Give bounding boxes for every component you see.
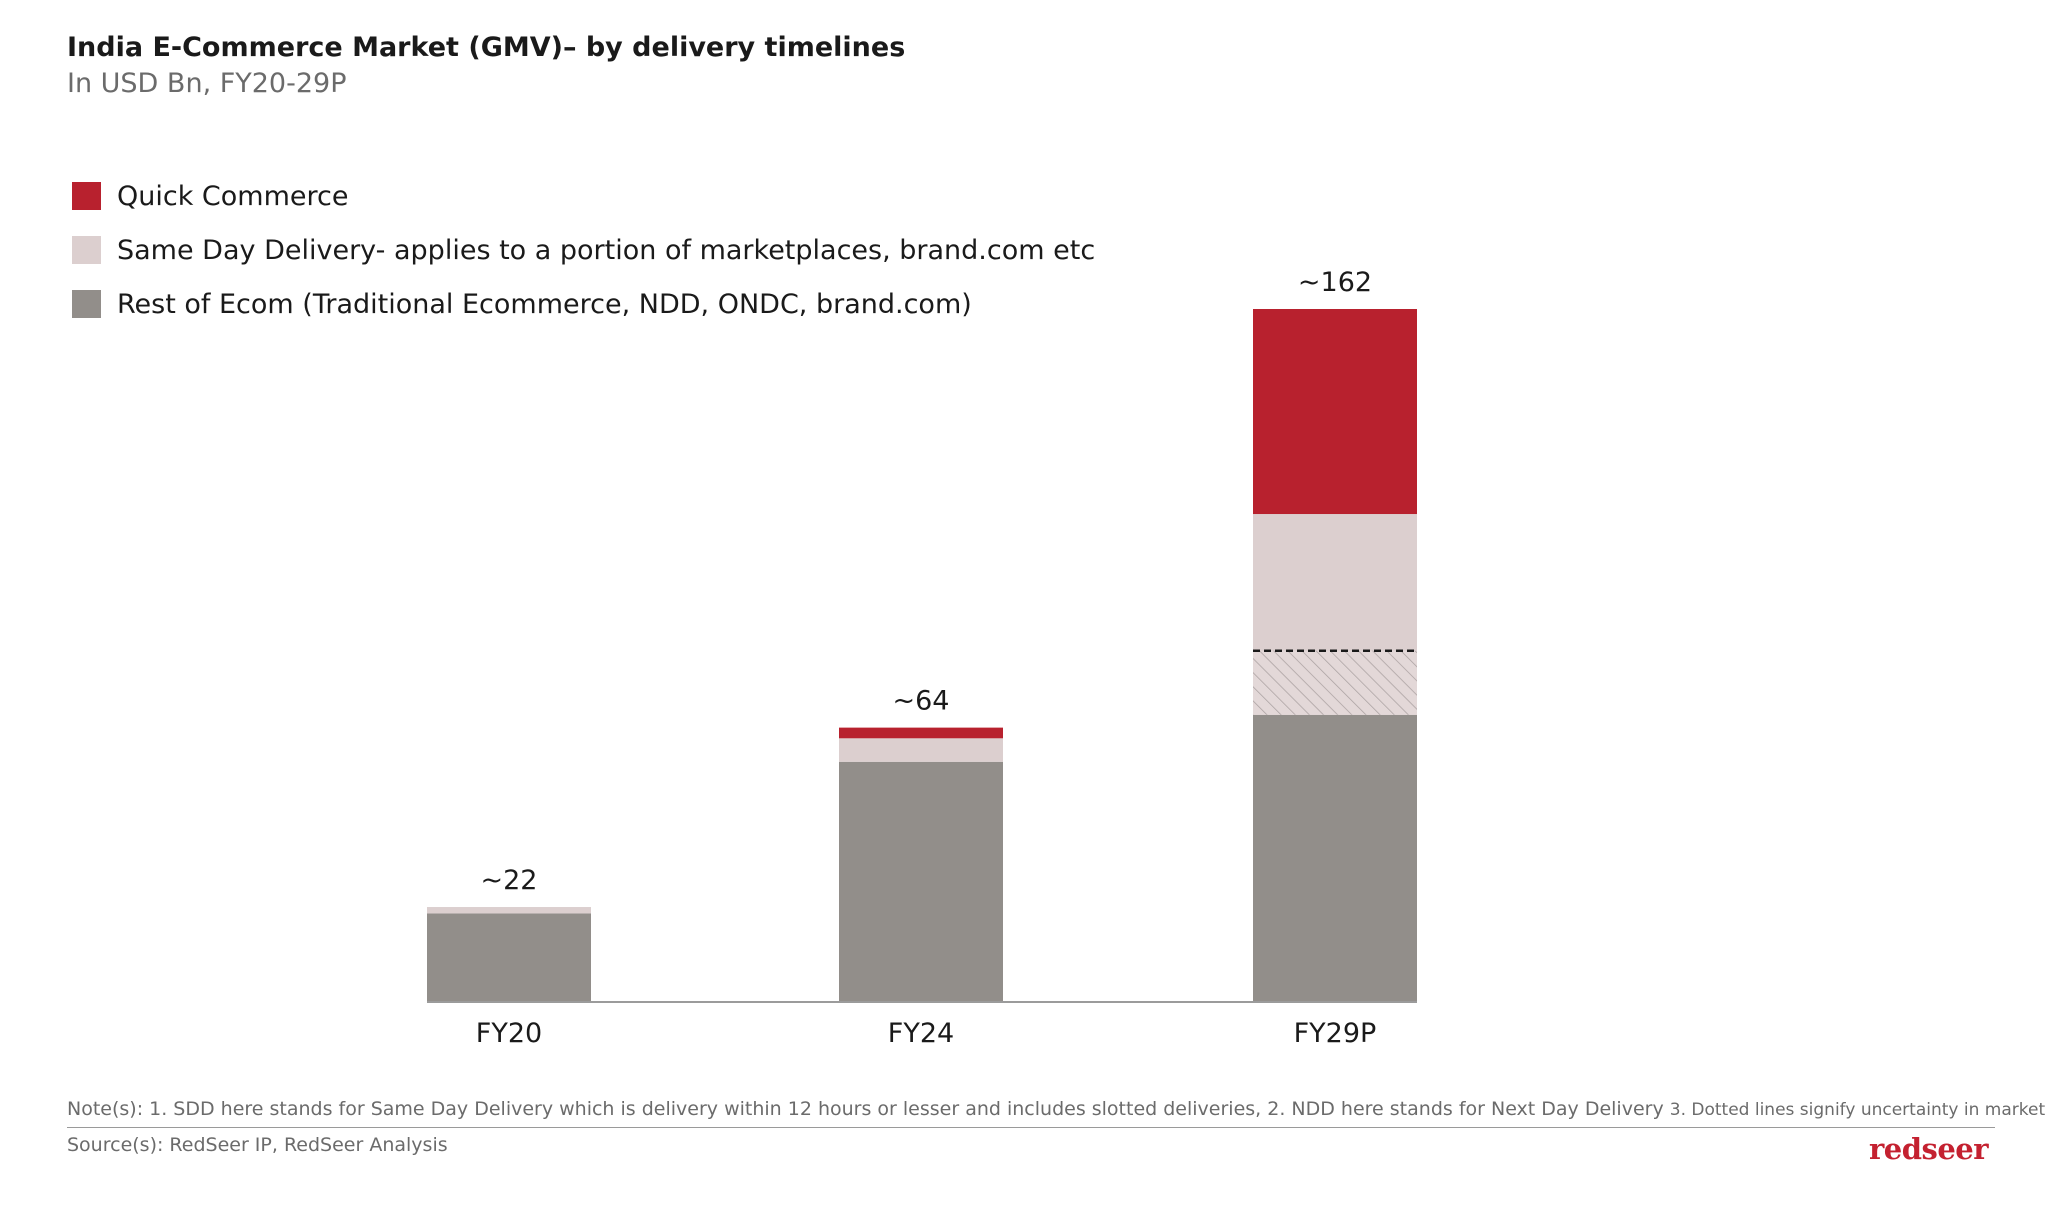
legend-swatch-rest-of-ecom — [72, 290, 101, 318]
chart-title: India E-Commerce Market (GMV)– by delive… — [67, 32, 906, 63]
bar-fy24-seg-2 — [839, 727, 1003, 739]
redseer-logo: redseer — [1868, 1132, 1989, 1166]
x-tick-fy29p: FY29P — [1294, 1018, 1377, 1049]
legend-label-same-day-delivery: Same Day Delivery- applies to a portion … — [117, 234, 1096, 266]
legend-item-rest-of-ecom: Rest of Ecom (Traditional Ecommerce, NDD… — [72, 288, 1095, 320]
bar-fy24-seg-1 — [839, 738, 1003, 762]
source-text: Source(s): RedSeer IP, RedSeer Analysis — [67, 1134, 448, 1156]
footnote-main: Note(s): 1. SDD here stands for Same Day… — [67, 1098, 1664, 1120]
legend-item-quick-commerce: Quick Commerce — [72, 180, 1095, 212]
bar-fy20-seg-0 — [427, 913, 591, 1001]
bar-fy20-seg-1 — [427, 907, 591, 914]
legend-swatch-same-day-delivery — [72, 236, 101, 264]
legend: Quick Commerce Same Day Delivery- applie… — [72, 180, 1096, 344]
bar-fy29p-seg-2 — [1253, 309, 1417, 515]
total-label-fy29p: ~162 — [1298, 267, 1372, 298]
chart-subtitle: In USD Bn, FY20-29P — [67, 68, 347, 99]
legend-label-quick-commerce: Quick Commerce — [117, 180, 349, 212]
x-tick-fy20: FY20 — [476, 1018, 542, 1049]
footnote: Note(s): 1. SDD here stands for Same Day… — [67, 1098, 2048, 1120]
legend-label-rest-of-ecom: Rest of Ecom (Traditional Ecommerce, NDD… — [117, 288, 972, 320]
bar-fy24-seg-0 — [839, 761, 1003, 1001]
x-tick-fy24: FY24 — [888, 1018, 954, 1049]
uncertainty-hatch-band — [1253, 650, 1417, 715]
legend-item-same-day-delivery: Same Day Delivery- applies to a portion … — [72, 234, 1096, 266]
total-label-fy24: ~64 — [893, 686, 950, 717]
bar-fy29p-seg-0 — [1253, 714, 1417, 1001]
footnote-tail: 3. Dotted lines signify uncertainty in m… — [1669, 1100, 2048, 1120]
footer-divider — [67, 1127, 1995, 1128]
total-label-fy20: ~22 — [481, 865, 538, 896]
legend-swatch-quick-commerce — [72, 182, 101, 210]
